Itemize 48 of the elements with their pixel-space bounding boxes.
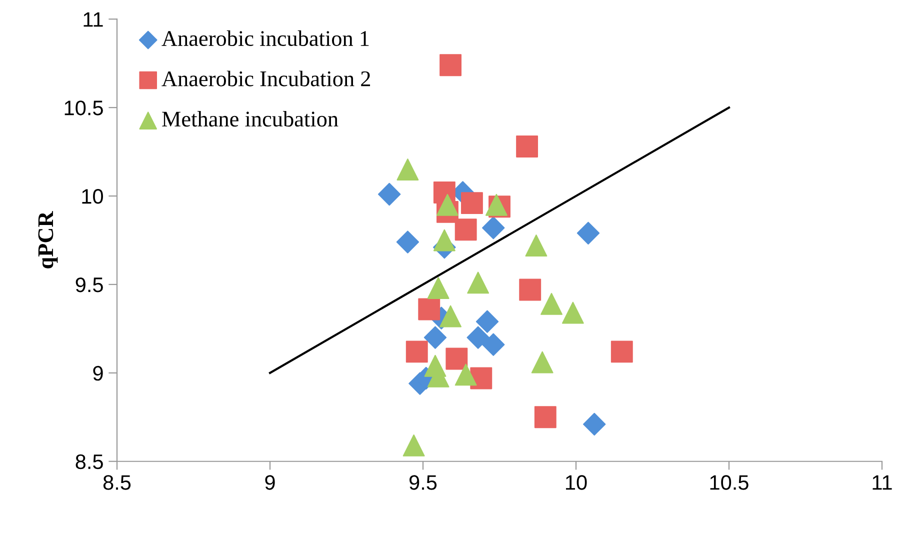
point [454,218,477,241]
point [525,234,548,257]
point [540,292,562,315]
point [531,351,554,374]
point [436,194,458,216]
x-tick-label: 10 [566,475,587,490]
point [440,54,462,76]
point [424,326,447,349]
legend-label: Anaerobic Incubation 2 [162,70,370,86]
point [476,310,499,333]
y-axis-title: qPCR [38,211,58,268]
point [433,229,456,252]
point [562,302,584,324]
point [482,333,505,356]
point [485,194,508,216]
point [396,230,420,254]
point [610,340,633,363]
point [482,216,505,240]
y-tick-label: 10 [82,189,103,204]
y-tick-label: 8.5 [76,454,103,470]
point [519,278,542,301]
point [396,158,419,180]
y-tick-label: 9 [93,366,103,381]
y-tick-label: 10.5 [64,100,103,116]
legend-label: Anaerobic incubation 1 [162,30,369,46]
point [402,434,425,456]
x-tick-label: 11 [872,475,892,490]
point [576,222,600,245]
point [460,192,483,214]
point [466,326,490,349]
x-tick-label: 9.5 [409,475,437,490]
point [440,305,462,328]
point [454,364,477,386]
point [406,340,428,363]
point [467,272,490,294]
x-tick-label: 8.5 [103,475,131,490]
point [418,298,440,320]
point [516,136,538,158]
point [427,277,450,299]
legend-label: Methane incubation [162,110,338,127]
point [378,182,401,206]
x-tick-label: 10.5 [710,475,748,490]
point [446,348,468,370]
point [534,406,556,428]
y-tick-label: 9.5 [76,277,103,292]
x-tick-label: 9 [265,475,275,490]
point [583,412,606,436]
y-tick-label: 11 [84,12,103,27]
